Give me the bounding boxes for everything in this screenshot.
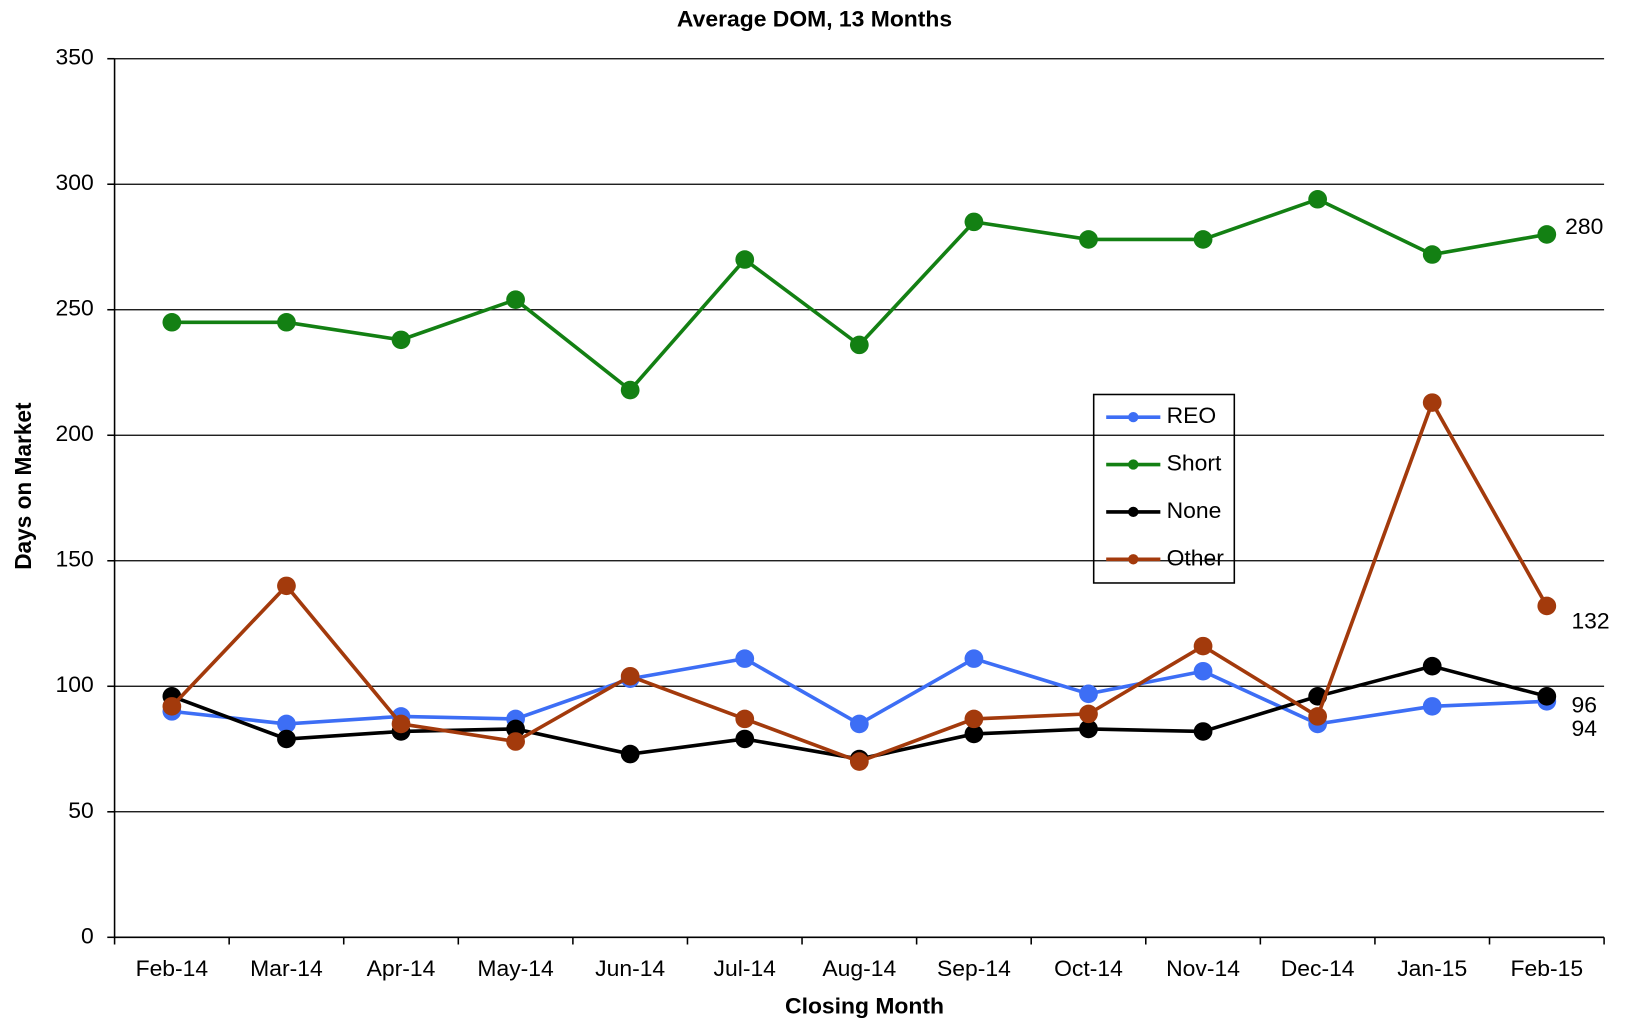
data-point <box>1079 684 1098 704</box>
data-point <box>1079 719 1098 739</box>
data-point <box>1537 687 1557 706</box>
y-tick-label: 200 <box>56 420 94 446</box>
data-point <box>1422 656 1442 676</box>
data-point <box>849 335 869 355</box>
legend-label: None <box>1167 497 1222 523</box>
series-line <box>171 664 1548 761</box>
x-tick-label: Jun-14 <box>595 955 665 981</box>
data-label: 280 <box>1565 213 1603 239</box>
chart-title: Average DOM, 13 Months <box>677 6 952 32</box>
data-point <box>1537 596 1557 616</box>
data-point <box>1537 225 1557 244</box>
x-tick-label: Aug-14 <box>822 955 896 981</box>
data-point <box>1193 661 1213 681</box>
data-point <box>391 330 411 350</box>
legend-box <box>1092 393 1236 584</box>
series-line <box>171 197 1548 393</box>
data-point <box>162 313 182 332</box>
legend-marker <box>1128 459 1139 470</box>
data-point <box>849 714 869 734</box>
legend-marker <box>1128 506 1139 518</box>
data-point <box>506 290 525 309</box>
data-point <box>277 714 296 734</box>
x-tick-label: Jan-15 <box>1397 955 1467 981</box>
x-tick-label: May-14 <box>477 955 553 981</box>
y-axis-label: Days on Market <box>10 402 36 570</box>
x-tick-label: Sep-14 <box>937 955 1011 981</box>
data-label: 96 <box>1572 692 1597 718</box>
y-tick-label: 100 <box>56 671 94 697</box>
x-tick-label: Jul-14 <box>714 955 776 981</box>
data-point <box>849 752 869 771</box>
data-point <box>391 714 411 734</box>
legend-label: Short <box>1167 450 1222 476</box>
data-label: 94 <box>1572 715 1597 741</box>
x-tick-label: Dec-14 <box>1281 955 1355 981</box>
y-tick-label: 150 <box>56 546 94 572</box>
data-point <box>735 729 755 749</box>
data-point <box>277 729 296 749</box>
data-point <box>964 709 984 729</box>
data-point <box>620 744 640 764</box>
data-label: 132 <box>1571 608 1609 634</box>
data-point <box>735 649 755 668</box>
x-tick-label: Oct-14 <box>1054 955 1123 981</box>
series-line <box>170 398 1549 764</box>
data-point <box>1308 707 1328 726</box>
x-tick-label: Nov-14 <box>1166 955 1240 981</box>
data-point <box>162 697 182 716</box>
x-tick-label: Apr-14 <box>367 955 436 981</box>
data-point <box>620 666 640 686</box>
data-point <box>1422 697 1442 716</box>
data-point <box>1193 636 1213 656</box>
y-tick-label: 50 <box>68 797 93 823</box>
legend-marker <box>1128 412 1139 423</box>
y-tick-label: 0 <box>81 922 94 948</box>
data-point <box>506 732 525 751</box>
data-point <box>1422 393 1442 412</box>
legend-marker <box>1128 554 1139 565</box>
data-point <box>735 250 755 269</box>
data-point <box>964 649 984 668</box>
data-point <box>620 380 640 400</box>
data-point <box>1422 245 1442 264</box>
data-point <box>964 212 984 232</box>
x-tick-label: Feb-14 <box>136 955 209 981</box>
data-point <box>1079 230 1098 249</box>
y-tick-label: 300 <box>56 169 94 195</box>
legend-label: Other <box>1167 544 1225 570</box>
data-point <box>964 724 984 744</box>
y-tick-label: 250 <box>56 295 94 321</box>
data-point <box>1193 230 1213 249</box>
legend-label: REO <box>1167 402 1217 428</box>
x-tick-label: Mar-14 <box>250 955 323 981</box>
data-point <box>1079 704 1098 724</box>
data-point <box>1308 190 1328 209</box>
y-tick-label: 350 <box>56 44 94 70</box>
data-point <box>277 576 296 596</box>
data-point <box>277 313 296 332</box>
x-axis-label: Closing Month <box>785 992 944 1018</box>
data-point <box>735 709 755 729</box>
data-point <box>1193 722 1213 741</box>
x-tick-label: Feb-15 <box>1511 955 1584 981</box>
